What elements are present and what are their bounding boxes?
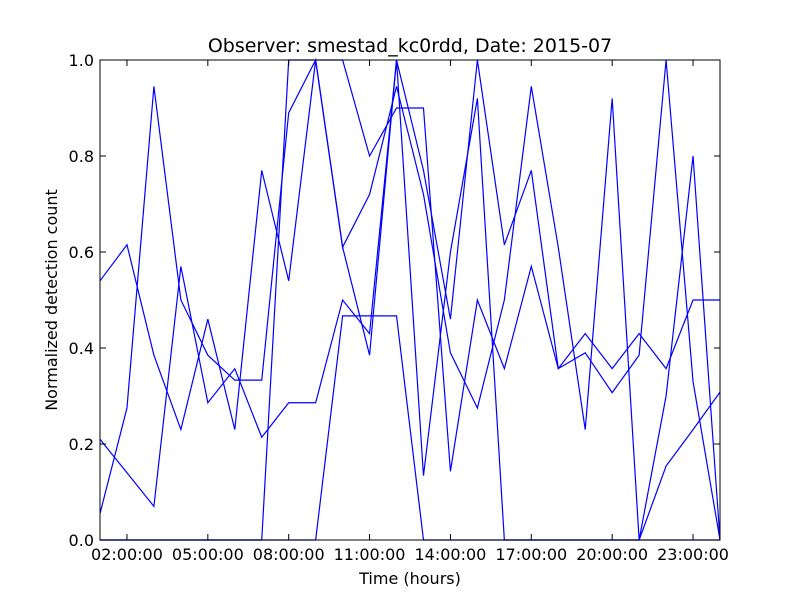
series-line-1 xyxy=(99,59,720,432)
x-tick-label: 02:00:00 xyxy=(91,545,163,564)
x-tick-label: 08:00:00 xyxy=(253,545,325,564)
y-tick-label: 0.0 xyxy=(69,531,94,550)
y-axis-ticks: 0.0 0.2 0.4 0.6 0.8 1.0 xyxy=(69,51,720,550)
x-tick-label: 14:00:00 xyxy=(415,545,487,564)
x-tick-label: 23:00:00 xyxy=(657,545,729,564)
x-tick-label: 11:00:00 xyxy=(334,545,406,564)
plot-frame xyxy=(99,59,721,541)
chart-title: Observer: smestad_kc0rdd, Date: 2015-07 xyxy=(208,35,612,57)
y-tick-label: 0.6 xyxy=(69,243,94,262)
y-tick-label: 0.2 xyxy=(69,435,94,454)
series-line-3 xyxy=(99,58,720,541)
y-axis-title: Normalized detection count xyxy=(42,189,61,411)
y-tick-label: 0.4 xyxy=(69,339,94,358)
y-tick-label: 1.0 xyxy=(69,51,94,70)
series-line-2 xyxy=(99,59,721,541)
series-line-4 xyxy=(100,59,721,541)
plot-lines xyxy=(99,58,721,541)
x-tick-label: 17:00:00 xyxy=(495,545,567,564)
x-axis-title: Time (hours) xyxy=(358,569,461,588)
x-axis-ticks: 02:00:00 05:00:00 08:00:00 11:00:00 14:00:00… xyxy=(91,60,729,564)
y-tick-label: 0.8 xyxy=(69,147,94,166)
x-tick-label: 05:00:00 xyxy=(172,545,244,564)
x-tick-label: 20:00:00 xyxy=(576,545,648,564)
